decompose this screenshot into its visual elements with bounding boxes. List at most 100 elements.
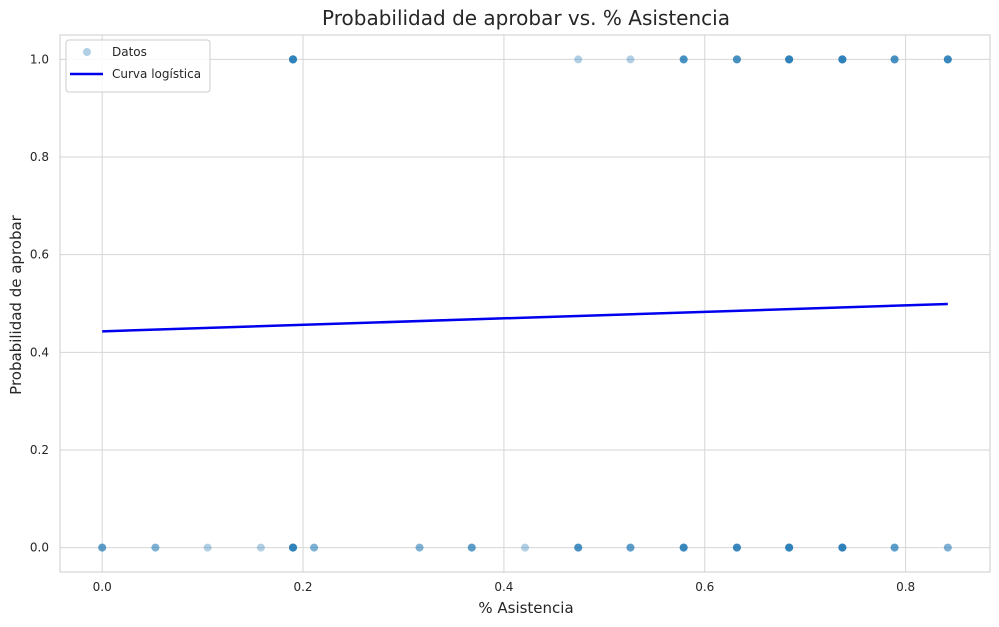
data-point	[256, 543, 265, 552]
data-point	[838, 543, 847, 552]
chart-title: Probabilidad de aprobar vs. % Asistencia	[322, 6, 730, 30]
data-point	[732, 543, 741, 552]
data-point	[890, 543, 899, 552]
x-tick-label: 0.4	[494, 580, 513, 594]
legend: Datos Curva logística	[65, 39, 211, 93]
x-tick-label: 0.8	[896, 580, 915, 594]
data-point	[890, 55, 899, 64]
data-point	[626, 543, 635, 552]
data-point	[467, 543, 476, 552]
data-point	[732, 543, 741, 552]
x-tick-label: 0.2	[293, 580, 312, 594]
data-point	[289, 55, 298, 64]
y-tick-label: 1.0	[30, 52, 49, 66]
data-point	[890, 55, 899, 64]
data-point	[785, 543, 794, 552]
data-point	[151, 543, 160, 552]
data-point	[890, 543, 899, 552]
data-point	[838, 55, 847, 64]
plot-frame	[59, 34, 991, 573]
data-point	[98, 543, 107, 552]
y-tick-label: 0.8	[30, 150, 49, 164]
data-point	[289, 55, 298, 64]
tick-labels: 0.0 0.2 0.4 0.6 0.8 0.0 0.2 0.4 0.6 0.8 1.0	[30, 52, 915, 594]
data-point	[521, 543, 529, 552]
data-point	[943, 55, 952, 64]
legend-label-datos: Datos	[112, 45, 147, 59]
x-tick-label: 0.0	[93, 580, 112, 594]
data-point	[289, 543, 298, 552]
data-point	[732, 543, 741, 552]
data-point	[289, 55, 298, 64]
y-tick-label: 0.2	[30, 443, 49, 457]
data-point	[415, 543, 424, 552]
data-point	[289, 543, 298, 552]
y-tick-label: 0.0	[30, 541, 49, 555]
data-point	[467, 543, 476, 552]
legend-marker-datos	[83, 48, 91, 56]
data-point	[785, 543, 794, 552]
data-point	[732, 55, 741, 64]
data-point	[838, 543, 847, 552]
data-point	[838, 543, 847, 552]
data-point	[574, 543, 583, 552]
data-point	[679, 55, 688, 64]
data-point	[679, 55, 688, 64]
data-point	[574, 543, 583, 552]
data-point	[838, 55, 847, 64]
data-point	[151, 543, 160, 552]
data-point	[785, 55, 794, 64]
data-point	[838, 543, 847, 552]
data-point	[679, 55, 688, 64]
data-point	[289, 543, 298, 552]
data-point	[943, 55, 952, 64]
data-point	[785, 55, 794, 64]
data-point	[289, 543, 298, 552]
data-point	[289, 55, 298, 64]
data-point	[838, 55, 847, 64]
data-point	[98, 543, 107, 552]
y-tick-label: 0.4	[30, 345, 49, 359]
data-point	[98, 543, 107, 552]
data-point	[785, 543, 794, 552]
data-point	[785, 543, 794, 552]
data-point	[203, 543, 212, 552]
data-point	[890, 543, 899, 552]
data-point	[574, 55, 583, 64]
data-point	[785, 55, 794, 64]
data-point	[732, 55, 741, 64]
legend-label-curva: Curva logística	[112, 67, 201, 81]
data-point	[732, 543, 741, 552]
x-axis-label: % Asistencia	[478, 599, 573, 617]
data-point	[838, 543, 847, 552]
data-point	[679, 543, 688, 552]
data-point	[679, 543, 688, 552]
data-point	[785, 55, 794, 64]
legend-box	[65, 39, 211, 93]
data-point	[574, 543, 583, 552]
data-point	[626, 543, 635, 552]
data-point	[785, 543, 794, 552]
data-point	[732, 543, 741, 552]
data-point	[732, 55, 741, 64]
data-point	[289, 543, 298, 552]
data-point	[310, 543, 319, 552]
data-point	[289, 55, 298, 64]
data-point	[679, 55, 688, 64]
data-point	[943, 55, 952, 64]
data-point	[415, 543, 424, 552]
logistic-curve-line	[102, 302, 948, 333]
data-point	[838, 55, 847, 64]
data-point	[679, 543, 688, 552]
data-point	[574, 543, 583, 552]
data-point	[289, 543, 298, 552]
data-point	[838, 55, 847, 64]
data-point	[289, 55, 298, 64]
data-point	[785, 543, 794, 552]
data-point	[890, 55, 899, 64]
data-point	[679, 543, 688, 552]
data-point	[943, 55, 952, 64]
x-tick-label: 0.6	[695, 580, 714, 594]
data-point	[785, 55, 794, 64]
